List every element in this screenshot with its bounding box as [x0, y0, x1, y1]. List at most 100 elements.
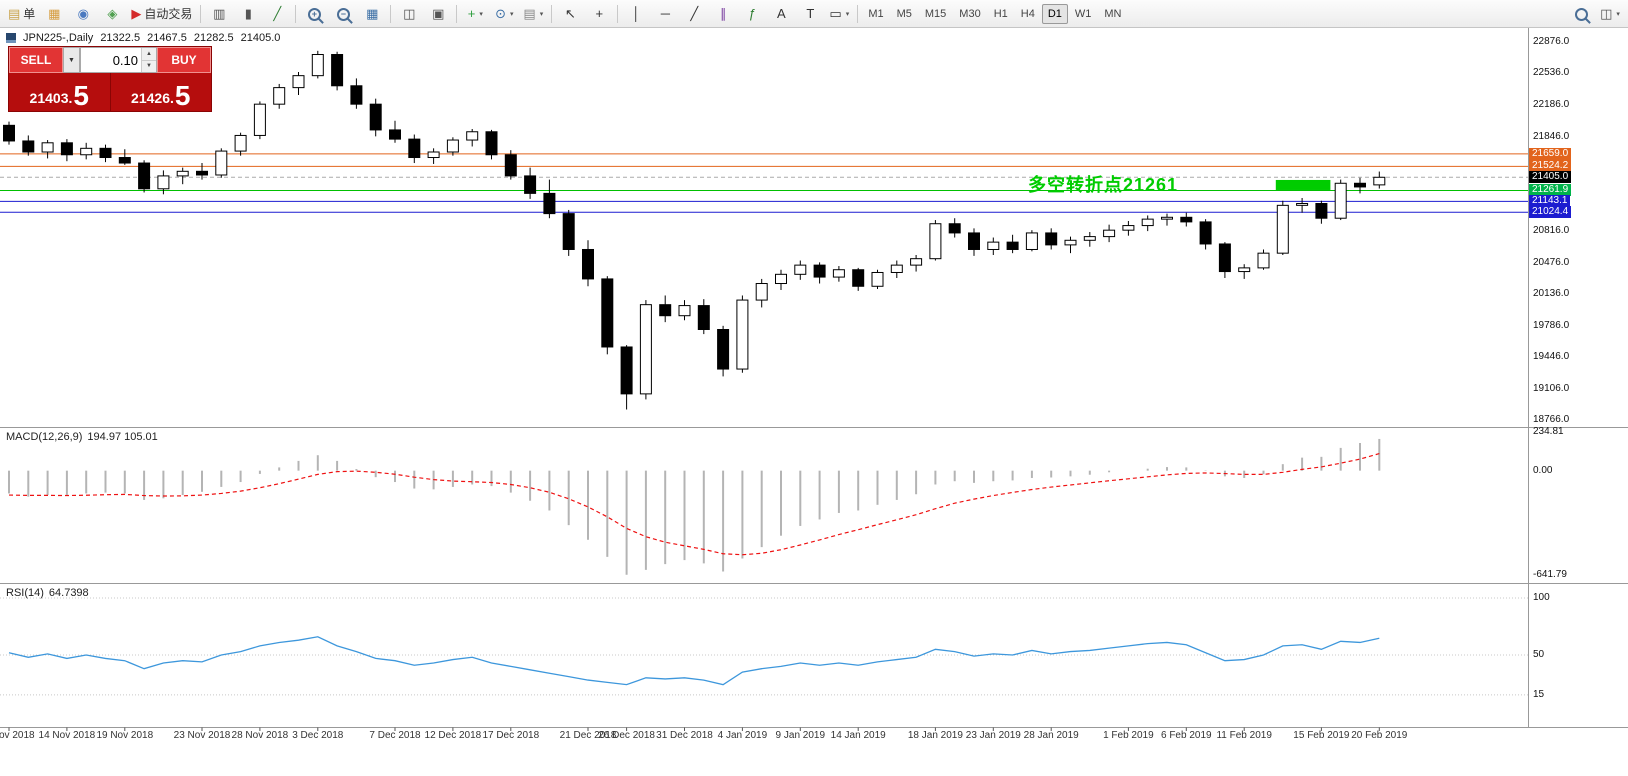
- timeframe-mn-button[interactable]: MN: [1104, 7, 1122, 20]
- date-label: 21 Dec 2018: [559, 730, 617, 741]
- volume-dropdown-button[interactable]: ▼: [63, 47, 80, 73]
- timeframe-h4-button[interactable]: H4: [1020, 7, 1035, 20]
- buy-button[interactable]: BUY: [157, 47, 211, 73]
- fibonacci-tool[interactable]: ƒ: [748, 6, 756, 21]
- toolbar-separator: [456, 4, 458, 23]
- price-axis-label: 22186.0: [1533, 99, 1570, 111]
- one-click-trading-panel: SELL ▼ ▲ ▼ BUY 21403.5 21426.5: [8, 46, 212, 112]
- price-tag: 21405.0: [1529, 171, 1572, 184]
- ohlc-low: 21282.5: [193, 32, 234, 44]
- timeframe-w1-button[interactable]: W1: [1074, 7, 1092, 20]
- zoom-in-icon[interactable]: +: [300, 2, 328, 26]
- shapes-tool[interactable]: ▭ ▾: [829, 6, 850, 21]
- periods-icon[interactable]: ⊙ ▾: [495, 6, 514, 21]
- timeframe-m30-button[interactable]: M30: [959, 7, 981, 20]
- chart-canvas[interactable]: [0, 28, 1628, 776]
- macd-signal-line: [8, 453, 1380, 556]
- date-label: 14 Jan 2019: [830, 730, 886, 741]
- horizontal-line-tool[interactable]: ─: [660, 6, 670, 21]
- chart-symbol-icon: [6, 33, 16, 43]
- add-indicator-icon[interactable]: + ▾: [467, 6, 483, 21]
- toolbar-separator: [200, 4, 202, 23]
- autotrading-button[interactable]: ▶ 自动交易: [131, 6, 193, 21]
- volume-spinner: ▲ ▼: [141, 48, 156, 72]
- price-tag: 21024.4: [1529, 206, 1572, 219]
- cascade-windows-icon[interactable]: ▣: [432, 6, 445, 21]
- templates-icon[interactable]: ▤ ▾: [523, 6, 544, 21]
- tile-windows-icon[interactable]: ▦: [366, 6, 379, 21]
- date-label: 18 Jan 2019: [907, 730, 963, 741]
- crosshair-icon[interactable]: +: [595, 6, 604, 21]
- date-label: 12 Dec 2018: [424, 730, 482, 741]
- timeframe-m15-button[interactable]: M15: [924, 7, 947, 20]
- rsi-axis-label: 50: [1533, 649, 1545, 660]
- price-axis-label: 19786.0: [1533, 320, 1570, 332]
- ohlc-close: 21405.0: [240, 32, 281, 44]
- timeframe-h1-button[interactable]: H1: [993, 7, 1008, 20]
- rsi-axis-label: 100: [1533, 592, 1550, 603]
- date-label: 26 Dec 2018: [598, 730, 655, 741]
- line-chart-icon[interactable]: ╱: [273, 6, 282, 21]
- arrange-windows-icon[interactable]: ◫: [403, 6, 416, 21]
- zoom-out-icon[interactable]: −: [329, 2, 357, 26]
- date-label: 9 Nov 2018: [0, 730, 35, 741]
- highlight-box: [1275, 179, 1331, 190]
- chart-symbol-period: JPN225-,Daily: [23, 32, 94, 44]
- date-label: 4 Jan 2019: [717, 730, 768, 741]
- price-axis-label: 19106.0: [1533, 382, 1570, 394]
- chart-area[interactable]: JPN225-,Daily 21322.5 21467.5 21282.5 21…: [0, 28, 1628, 776]
- volume-increase-button[interactable]: ▲: [142, 48, 156, 61]
- trendline-tool[interactable]: ╱: [690, 6, 699, 21]
- channel-tool[interactable]: ∥: [720, 6, 727, 21]
- text-tool[interactable]: A: [776, 6, 786, 21]
- toolbar-separator: [295, 4, 297, 23]
- date-label: 19 Nov 2018: [96, 730, 154, 741]
- open-windows-icon[interactable]: ◫ ▾: [1600, 6, 1620, 21]
- date-label: 20 Feb 2019: [1351, 730, 1408, 741]
- price-axis-label: 20136.0: [1533, 288, 1570, 299]
- toolbar-separator: [390, 4, 392, 23]
- ohlc-high: 21467.5: [147, 32, 187, 44]
- volume-input-wrap: ▲ ▼: [80, 47, 157, 73]
- toolbar-separator: [551, 4, 553, 23]
- date-label: 28 Nov 2018: [231, 730, 289, 741]
- volume-input[interactable]: [81, 48, 141, 72]
- price-tag: 21659.0: [1529, 147, 1572, 160]
- rsi-axis-label: 15: [1533, 688, 1545, 700]
- sell-button[interactable]: SELL: [9, 47, 63, 73]
- timeframe-d1-button[interactable]: D1: [1041, 3, 1068, 24]
- timeframe-m5-button[interactable]: M5: [896, 7, 912, 20]
- rsi-indicator-label: RSI(14) 64.7398: [6, 587, 89, 599]
- navigator-icon[interactable]: ◈: [107, 6, 118, 21]
- date-label: 28 Jan 2019: [1023, 730, 1079, 741]
- data-window-icon[interactable]: ◉: [77, 6, 89, 21]
- candlestick-chart-icon[interactable]: ▮: [244, 6, 252, 21]
- macd-axis-label: -641.79: [1533, 569, 1567, 581]
- buy-price: 21426. 5: [110, 73, 211, 111]
- date-label: 23 Nov 2018: [173, 730, 231, 741]
- date-label: 31 Dec 2018: [656, 730, 713, 741]
- price-tag: 21143.1: [1529, 195, 1571, 208]
- sell-price: 21403. 5: [9, 73, 111, 111]
- date-label: 14 Nov 2018: [38, 730, 96, 741]
- volume-decrease-button[interactable]: ▼: [142, 60, 156, 72]
- chart-annotation-text: 多空转折点21261: [1028, 175, 1179, 195]
- date-label: 7 Dec 2018: [369, 730, 421, 741]
- vertical-line-tool[interactable]: │: [632, 6, 641, 21]
- new-order-button[interactable]: ▤ 单: [8, 6, 36, 21]
- timeframe-m1-button[interactable]: M1: [868, 7, 884, 20]
- search-icon[interactable]: [1567, 2, 1595, 26]
- price-axis-label: 22536.0: [1533, 67, 1570, 79]
- toolbar-separator: [617, 4, 619, 23]
- market-watch-icon[interactable]: ▦: [48, 6, 61, 21]
- date-label: 9 Jan 2019: [775, 730, 826, 741]
- toolbar: ▤ 单 ▦ ◉ ◈ ▶ 自动交易 ▥ ▮ ╱ + − ▦ ◫ ▣ + ▾ ⊙ ▾ ▤ ▾ ↖ + │ ─ ╱ ∥ ƒ A T ▭ ▾ M1 M5 M…: [0, 0, 1628, 28]
- cursor-icon[interactable]: ↖: [564, 6, 576, 21]
- date-label: 11 Feb 2019: [1216, 730, 1272, 741]
- price-axis-label: 21846.0: [1533, 130, 1570, 142]
- label-tool[interactable]: T: [806, 6, 815, 21]
- bar-chart-icon[interactable]: ▥: [213, 6, 226, 21]
- price-axis-label: 19446.0: [1533, 351, 1570, 363]
- ohlc-open: 21322.5: [100, 32, 141, 44]
- price-axis-label: 20816.0: [1533, 225, 1570, 237]
